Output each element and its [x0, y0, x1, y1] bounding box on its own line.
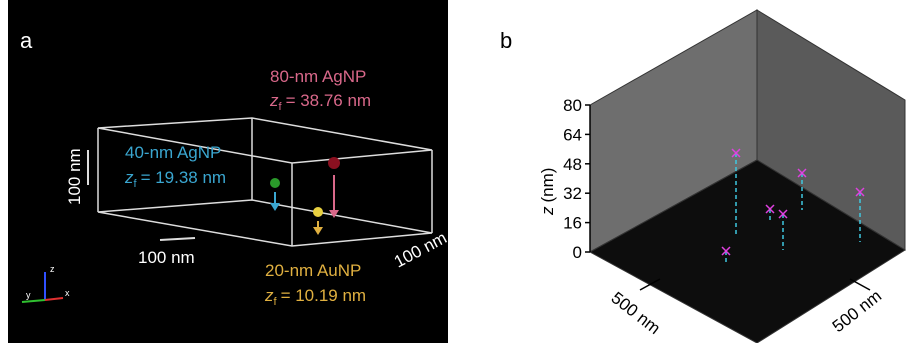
symbol: z: [538, 206, 557, 216]
figure: a 80-nm AgNP zf= 38.76 nm 40-nm AgNP zf=…: [0, 0, 909, 343]
z-tick-label: 64: [563, 125, 582, 144]
symbol: z: [269, 91, 279, 110]
page: a 80-nm AgNP zf= 38.76 nm 40-nm AgNP zf=…: [0, 0, 909, 343]
panel-label: a: [20, 28, 33, 53]
value: = 10.19 nm: [281, 286, 367, 305]
value: = 19.38 nm: [141, 168, 227, 187]
particle-20: [313, 207, 323, 217]
triad-label: y: [26, 290, 31, 300]
scale-label: 100 nm: [138, 248, 195, 267]
unit: (nm): [538, 168, 557, 203]
scale-bar: [850, 279, 870, 290]
z-tick-label: 0: [573, 243, 582, 262]
particle-name: 80-nm AgNP: [270, 67, 366, 86]
panel-label: b: [500, 28, 512, 53]
z-axis: 0 16 32 48 64 80: [563, 96, 590, 262]
scale-label: 500 nm: [829, 286, 885, 336]
z-axis-label: z (nm): [538, 168, 557, 216]
symbol: z: [264, 286, 274, 305]
triad-label: z: [50, 264, 55, 274]
symbol: z: [124, 168, 134, 187]
particle-name: 40-nm AgNP: [125, 143, 221, 162]
scale-label: 500 nm: [608, 288, 664, 338]
z-tick-label: 48: [563, 155, 582, 174]
particle-40: [270, 178, 280, 188]
scale-label: 100 nm: [65, 148, 84, 205]
triad-label: x: [65, 288, 70, 298]
z-tick-label: 80: [563, 96, 582, 115]
z-tick-label: 32: [563, 184, 582, 203]
value: = 38.76 nm: [286, 91, 372, 110]
z-tick-label: 16: [563, 214, 582, 233]
particle-name: 20-nm AuNP: [265, 261, 361, 280]
particle-80: [328, 157, 340, 169]
